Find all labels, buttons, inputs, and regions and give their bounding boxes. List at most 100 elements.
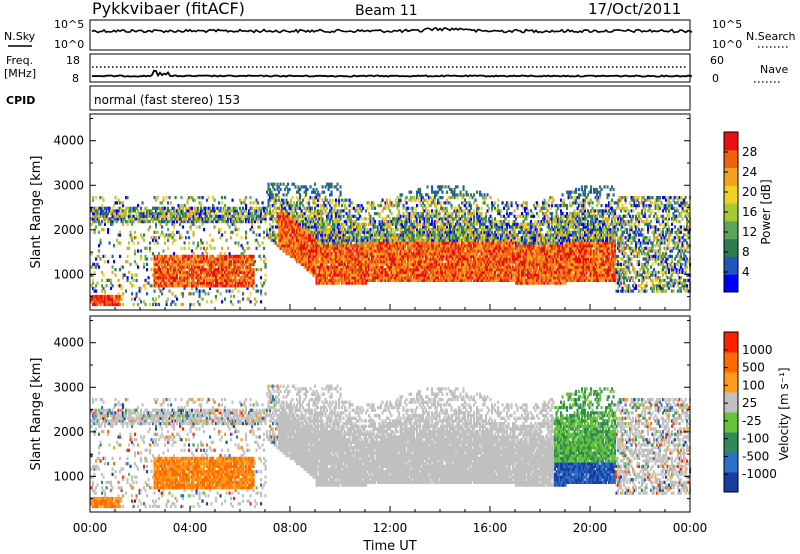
power-cell (300, 262, 303, 266)
power-cell (227, 265, 230, 269)
power-cell (218, 278, 221, 282)
power-cell (341, 262, 344, 266)
power-cell (300, 244, 303, 248)
power-cell (167, 297, 170, 301)
power-cell (294, 236, 297, 240)
power-cell (156, 262, 159, 266)
power-cell (339, 193, 342, 197)
power-cell (243, 254, 246, 258)
power-cell (231, 281, 234, 285)
power-cell (146, 209, 149, 213)
power-cell (102, 286, 105, 290)
power-cell (165, 222, 168, 226)
power-cell (186, 265, 189, 269)
power-cell (305, 187, 308, 192)
power-cell (252, 230, 255, 234)
power-cell (224, 297, 227, 301)
power-cell (342, 276, 345, 280)
power-cell (98, 265, 101, 269)
power-cell (125, 220, 128, 224)
power-cell (167, 236, 170, 240)
power-cell (281, 246, 284, 250)
power-cell (218, 257, 221, 261)
power-cell (314, 265, 317, 269)
power-cell (204, 220, 207, 224)
power-cell (282, 198, 285, 202)
power-cell (339, 276, 342, 280)
power-cell (242, 297, 245, 301)
power-cell (104, 212, 107, 216)
power-cell (330, 225, 333, 229)
power-cell (320, 244, 323, 248)
power-cell (335, 185, 338, 189)
power-cell (317, 228, 320, 232)
power-cell (249, 220, 252, 224)
power-cell (330, 265, 333, 269)
power-cell (324, 233, 327, 237)
power-cell (110, 300, 113, 304)
power-cell (276, 187, 279, 192)
power-cell (329, 198, 332, 202)
power-cell (215, 276, 218, 280)
power-cell (260, 292, 263, 296)
power-cell (90, 300, 93, 304)
power-cell (293, 249, 296, 253)
power-cell (321, 238, 324, 242)
power-cell (96, 217, 99, 221)
power-cell (120, 201, 123, 205)
power-cell (131, 284, 134, 288)
power-cell (227, 222, 230, 226)
power-cell (219, 292, 222, 296)
power-cell (236, 209, 239, 213)
power-cell (227, 206, 230, 210)
power-cell (234, 260, 237, 264)
power-cell (245, 268, 248, 272)
power-cell (330, 214, 333, 218)
power-cell (344, 246, 347, 250)
power-cell (275, 233, 278, 237)
power-cell (207, 209, 210, 213)
power-cell (171, 278, 174, 282)
power-cell (326, 228, 329, 232)
power-cell (204, 217, 207, 221)
power-cell (285, 249, 288, 253)
power-cell (156, 214, 159, 218)
power-cell (231, 206, 234, 210)
power-cell (269, 217, 272, 221)
power-cell (156, 257, 159, 261)
power-cell (162, 268, 165, 272)
power-cell (269, 196, 272, 200)
power-cell (260, 276, 263, 280)
power-cell (186, 270, 189, 274)
power-cell (162, 257, 165, 261)
power-cell (284, 225, 287, 229)
power-cell (302, 222, 305, 226)
power-cell (234, 262, 237, 266)
power-cell (194, 270, 197, 274)
power-cell (158, 254, 161, 258)
power-cell (119, 206, 122, 210)
power-cell (93, 206, 96, 210)
power-cell (98, 230, 101, 234)
power-cell (186, 262, 189, 266)
power-cell (239, 262, 242, 266)
power-cell (312, 212, 315, 216)
power-cell (153, 241, 156, 245)
power-cell (321, 244, 324, 248)
power-cell (113, 209, 116, 213)
power-cell (320, 212, 323, 216)
power-cell (240, 254, 243, 258)
power-cell (306, 225, 309, 229)
power-cell (300, 254, 303, 258)
power-cell (231, 289, 234, 293)
power-cell (182, 265, 185, 269)
power-cell (153, 214, 156, 218)
power-cell (198, 268, 201, 272)
power-cell (240, 212, 243, 216)
power-cell (215, 212, 218, 216)
power-cell (279, 246, 282, 250)
power-cell (245, 220, 248, 224)
power-cell (291, 246, 294, 250)
power-cell (161, 281, 164, 285)
power-cell (278, 212, 281, 216)
